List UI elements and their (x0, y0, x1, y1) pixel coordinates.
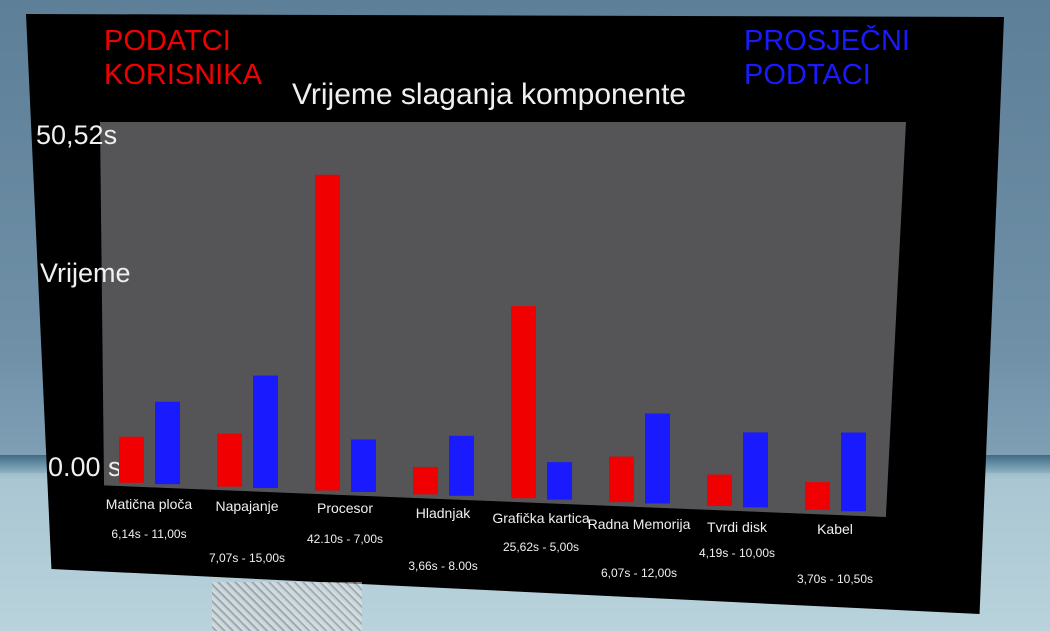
category-label-1: Matična ploča (106, 496, 193, 512)
value-label-4: 3,66s - 8.00s (408, 559, 477, 573)
y-axis-max-label: 50,52s (36, 120, 118, 150)
bar-user-1 (119, 436, 144, 483)
category-label-6: Radna Memorija (588, 516, 691, 532)
bar-user-3 (315, 174, 340, 491)
bar-average-3 (351, 439, 376, 492)
bar-average-5 (547, 462, 572, 500)
y-axis-label: Vrijeme (40, 258, 131, 288)
bar-user-5 (511, 306, 536, 499)
value-label-8: 3,70s - 10,50s (797, 572, 873, 586)
bar-average-8 (841, 432, 866, 512)
bar-average-6 (645, 413, 670, 504)
bar-user-6 (609, 456, 634, 503)
value-label-6: 6,07s - 12,00s (601, 566, 677, 580)
bar-average-7 (743, 432, 768, 508)
bar-user-4 (413, 466, 438, 495)
category-label-8: Kabel (817, 521, 853, 537)
legend-user-data: PODATCI KORISNIKA (104, 25, 262, 91)
value-label-7: 4,19s - 10,00s (699, 546, 775, 560)
bar-average-4 (449, 435, 474, 496)
y-axis-min-label: 0.00 s (48, 452, 122, 482)
bar-user-7 (707, 474, 732, 506)
category-label-5: Grafička kartica (492, 510, 589, 526)
bar-average-1 (155, 401, 180, 485)
value-label-3: 42.10s - 7,00s (307, 532, 383, 546)
screen-stand (212, 582, 362, 631)
bar-average-2 (253, 375, 278, 489)
category-label-7: Tvrdi disk (707, 519, 768, 535)
value-label-5: 25,62s - 5,00s (503, 540, 579, 554)
category-label-4: Hladnjak (416, 505, 471, 521)
legend-average-data: PROSJEČNI PODTACI (744, 25, 910, 91)
category-label-3: Procesor (317, 500, 373, 516)
chart-title: Vrijeme slaganja komponente (292, 78, 687, 111)
category-label-2: Napajanje (215, 498, 278, 514)
bar-user-8 (805, 482, 830, 510)
value-label-1: 6,14s - 11,00s (111, 527, 186, 541)
value-label-2: 7,07s - 15,00s (209, 551, 285, 565)
bar-user-2 (217, 433, 242, 487)
